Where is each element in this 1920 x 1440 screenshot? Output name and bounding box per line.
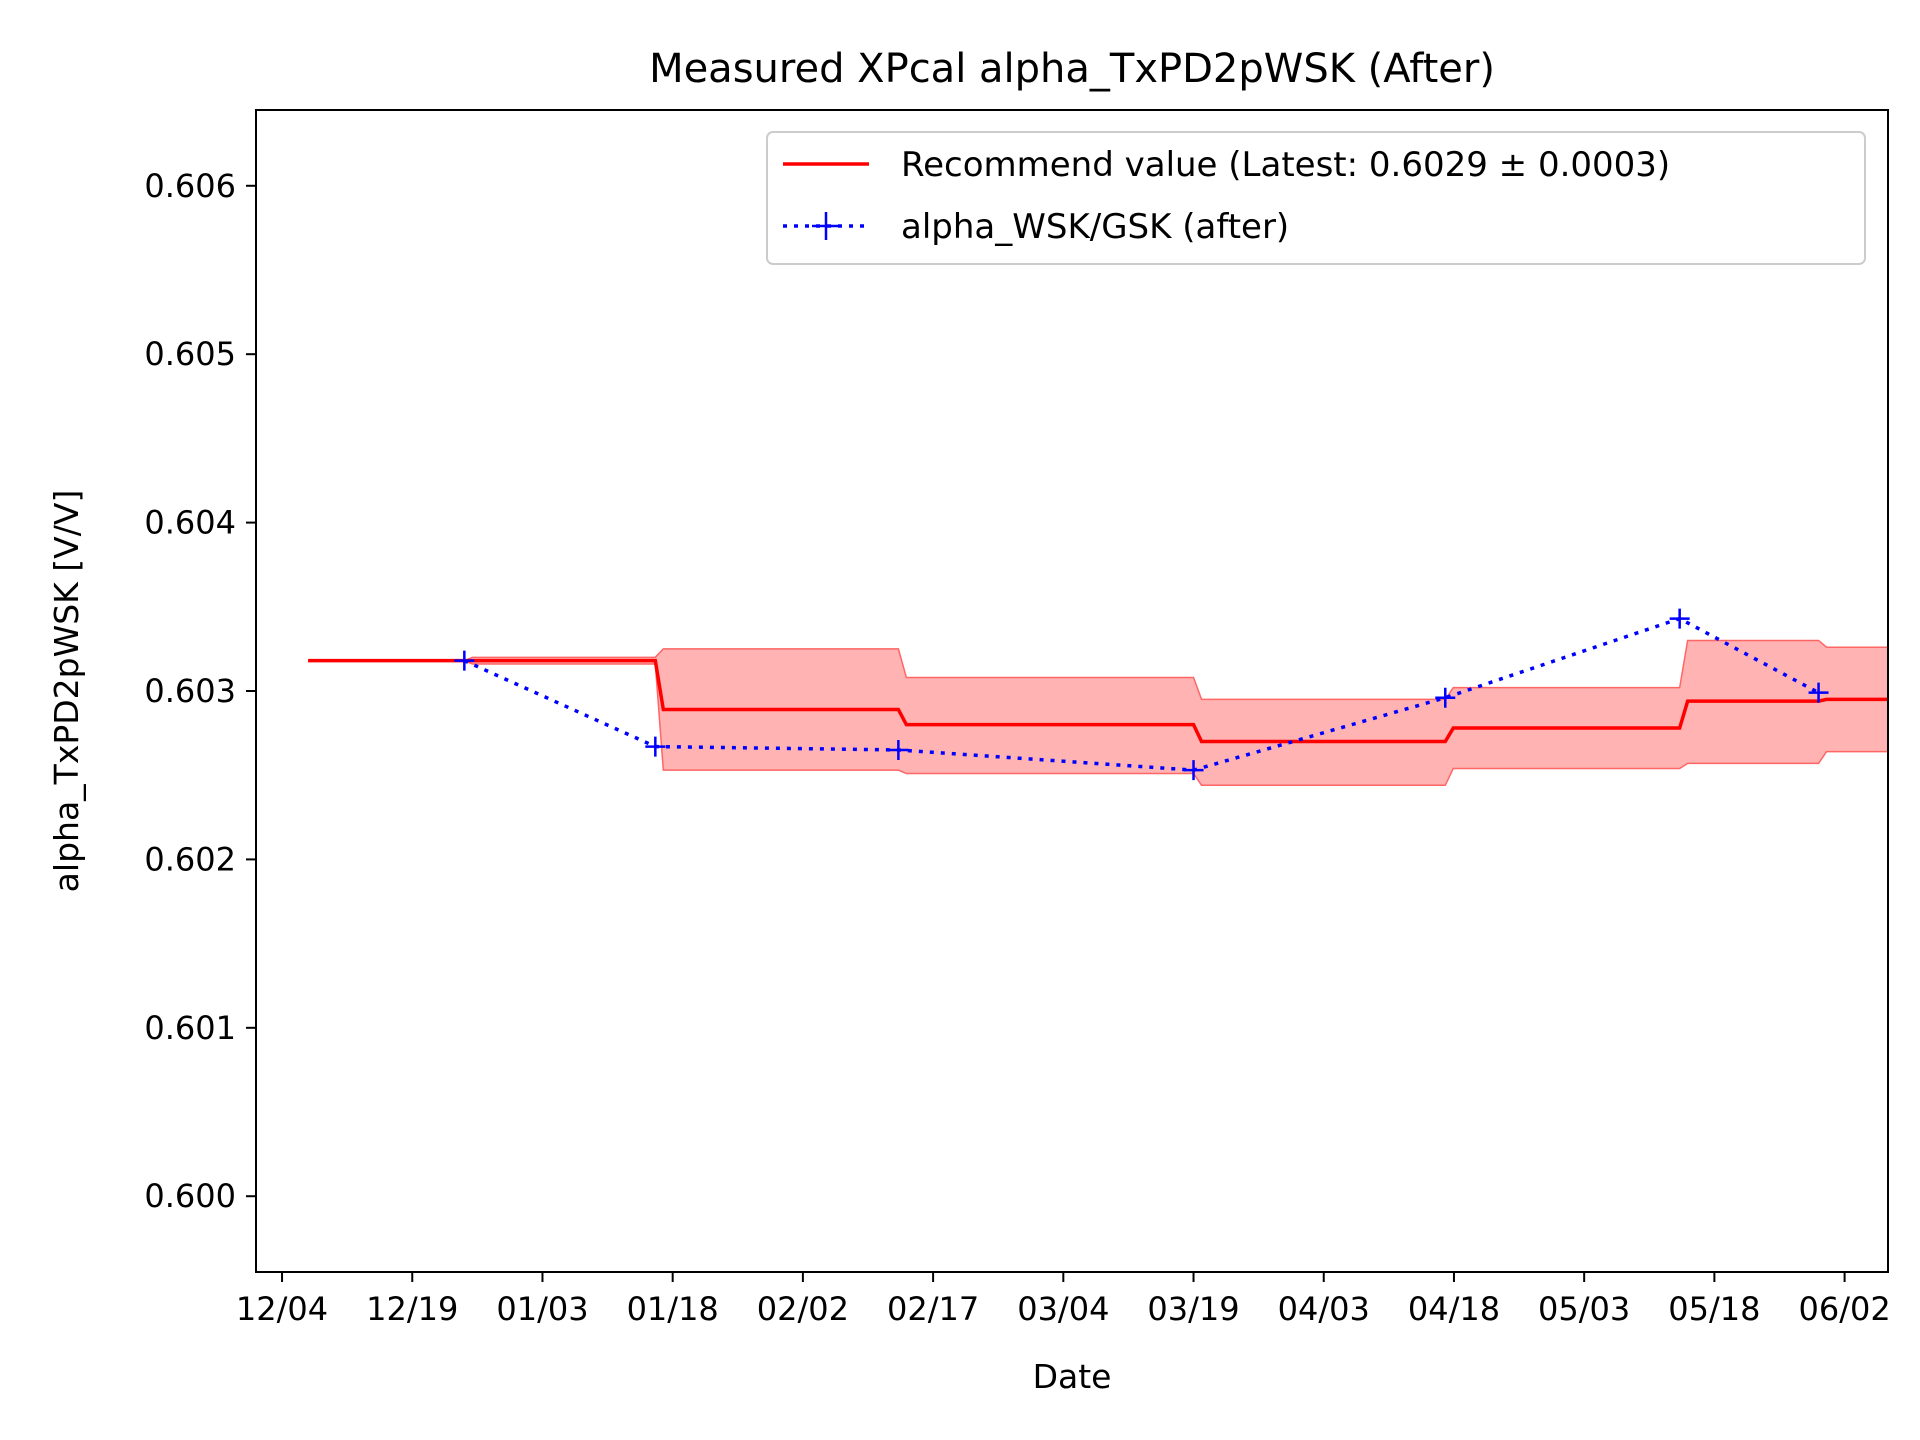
- legend-recommend-label: Recommend value (Latest: 0.6029 ± 0.0003…: [901, 145, 1670, 185]
- y-tick-label-3: 0.603: [144, 672, 236, 710]
- measured-point-4: [1435, 687, 1456, 708]
- legend: Recommend value (Latest: 0.6029 ± 0.0003…: [766, 131, 1866, 265]
- x-tick-label-11: 05/18: [1668, 1290, 1760, 1328]
- y-tick-label-0: 0.600: [144, 1177, 236, 1215]
- measured-point-2: [888, 739, 909, 760]
- x-tick-label-4: 02/02: [757, 1290, 849, 1328]
- x-axis: 12/04 12/19 01/03 01/18 02/02 02/17 03/04 03/19…: [236, 1272, 1891, 1328]
- x-tick-label-7: 03/19: [1147, 1290, 1239, 1328]
- x-tick-label-10: 05/03: [1538, 1290, 1630, 1328]
- legend-measured-marker: [812, 212, 840, 240]
- x-tick-label-5: 02/17: [887, 1290, 979, 1328]
- x-tick-label-3: 01/18: [627, 1290, 719, 1328]
- y-tick-label-1: 0.601: [144, 1009, 236, 1047]
- legend-measured-label: alpha_WSK/GSK (after): [901, 207, 1289, 247]
- chart-title: Measured XPcal alpha_TxPD2pWSK (After): [649, 46, 1495, 92]
- plot-area: [255, 109, 1889, 1273]
- x-tick-label-8: 04/03: [1278, 1290, 1370, 1328]
- recommend-step-line: [308, 658, 1888, 744]
- x-tick-label-0: 12/04: [236, 1290, 328, 1328]
- x-tick-label-6: 03/04: [1017, 1290, 1109, 1328]
- x-axis-label: Date: [1033, 1357, 1112, 1396]
- y-tick-label-6: 0.606: [144, 167, 236, 205]
- y-axis: 0.600 0.601 0.602 0.603 0.604 0.605 0.606: [144, 167, 256, 1215]
- x-tick-label-9: 04/18: [1408, 1290, 1500, 1328]
- measured-point-5: [1669, 608, 1690, 629]
- x-tick-label-1: 12/19: [366, 1290, 458, 1328]
- legend-box: [766, 131, 1866, 265]
- x-tick-label-2: 01/03: [496, 1290, 588, 1328]
- y-tick-label-5: 0.605: [144, 335, 236, 373]
- y-axis-label: alpha_TxPD2pWSK [V/V]: [47, 490, 86, 893]
- measured-point-0: [454, 650, 475, 671]
- y-tick-label-4: 0.604: [144, 504, 236, 542]
- measured-series-layer: [454, 608, 1829, 781]
- recommend-line-layer: [308, 658, 1888, 744]
- y-tick-label-2: 0.602: [144, 840, 236, 878]
- measured-point-6: [1808, 682, 1829, 703]
- x-tick-label-12: 06/02: [1798, 1290, 1890, 1328]
- measured-point-3: [1183, 760, 1204, 781]
- measured-point-1: [645, 736, 666, 757]
